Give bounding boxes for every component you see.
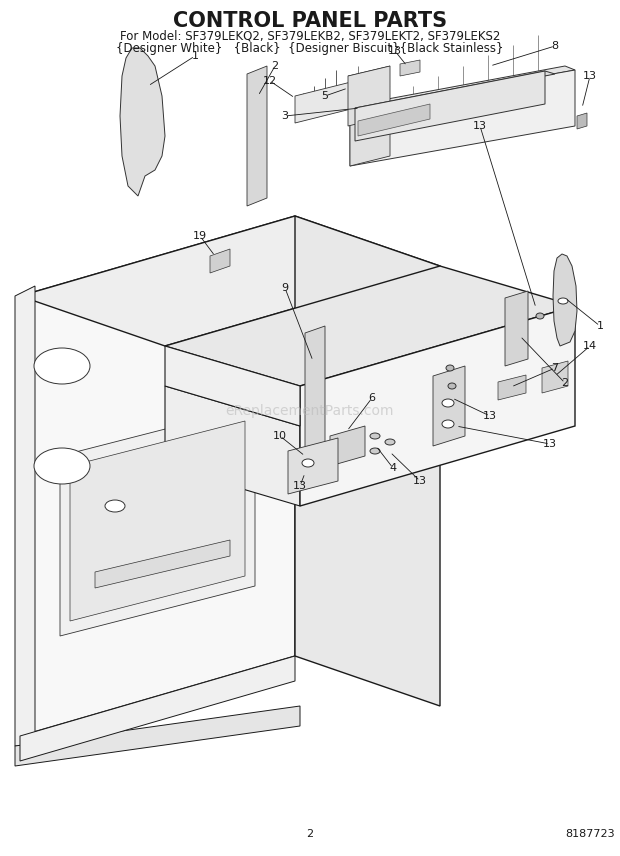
Polygon shape [210, 249, 230, 273]
Polygon shape [247, 66, 267, 206]
Polygon shape [553, 254, 577, 346]
Polygon shape [348, 66, 390, 126]
Ellipse shape [370, 448, 380, 454]
Text: 2: 2 [272, 61, 278, 71]
Polygon shape [165, 266, 575, 386]
Ellipse shape [442, 399, 454, 407]
Text: 13: 13 [483, 411, 497, 421]
Polygon shape [350, 106, 390, 166]
Polygon shape [20, 216, 440, 346]
Polygon shape [295, 81, 355, 123]
Text: 13: 13 [293, 481, 307, 491]
Ellipse shape [302, 459, 314, 467]
Text: 14: 14 [583, 341, 597, 351]
Polygon shape [350, 66, 575, 110]
Polygon shape [20, 216, 295, 736]
Polygon shape [330, 426, 365, 466]
Text: 7: 7 [551, 363, 559, 373]
Polygon shape [20, 656, 295, 761]
Ellipse shape [448, 383, 456, 389]
Ellipse shape [558, 298, 568, 304]
Text: 8187723: 8187723 [565, 829, 615, 839]
Text: For Model: SF379LEKQ2, SF379LEKB2, SF379LEKT2, SF379LEKS2: For Model: SF379LEKQ2, SF379LEKB2, SF379… [120, 29, 500, 43]
Ellipse shape [105, 500, 125, 512]
Ellipse shape [536, 313, 544, 319]
Text: 13: 13 [473, 121, 487, 131]
Text: 2: 2 [306, 829, 314, 839]
Polygon shape [60, 406, 255, 636]
Ellipse shape [442, 420, 454, 428]
Polygon shape [577, 113, 587, 129]
Polygon shape [355, 71, 555, 111]
Ellipse shape [34, 448, 90, 484]
Text: 2: 2 [562, 378, 569, 388]
Polygon shape [433, 366, 465, 446]
Polygon shape [165, 346, 300, 426]
Polygon shape [15, 706, 300, 766]
Polygon shape [542, 361, 568, 393]
Text: 5: 5 [322, 91, 329, 101]
Ellipse shape [446, 365, 454, 371]
Polygon shape [400, 60, 420, 76]
Polygon shape [300, 306, 575, 506]
Polygon shape [70, 421, 245, 621]
Text: 1: 1 [192, 51, 198, 61]
Ellipse shape [34, 348, 90, 384]
Text: 10: 10 [273, 431, 287, 441]
Polygon shape [358, 104, 430, 136]
Text: 1: 1 [596, 321, 603, 331]
Text: 9: 9 [281, 283, 288, 293]
Text: 8: 8 [551, 41, 559, 51]
Text: {Designer White}   {Black}  {Designer Biscuit}{Black Stainless}: {Designer White} {Black} {Designer Biscu… [117, 41, 503, 55]
Polygon shape [165, 386, 300, 506]
Text: 6: 6 [368, 393, 376, 403]
Polygon shape [295, 216, 440, 706]
Polygon shape [498, 375, 526, 400]
Text: eReplacementParts.com: eReplacementParts.com [226, 404, 394, 418]
Text: 4: 4 [389, 463, 397, 473]
Text: 3: 3 [281, 111, 288, 121]
Text: 19: 19 [193, 231, 207, 241]
Text: 12: 12 [263, 76, 277, 86]
Polygon shape [305, 326, 325, 476]
Text: CONTROL PANEL PARTS: CONTROL PANEL PARTS [173, 11, 447, 31]
Polygon shape [288, 438, 338, 494]
Text: 13: 13 [413, 476, 427, 486]
Text: 13: 13 [388, 46, 402, 56]
Ellipse shape [370, 433, 380, 439]
Ellipse shape [385, 439, 395, 445]
Polygon shape [15, 286, 35, 746]
Text: 13: 13 [543, 439, 557, 449]
Polygon shape [120, 48, 165, 196]
Polygon shape [505, 291, 528, 366]
Text: 13: 13 [583, 71, 597, 81]
Polygon shape [355, 71, 545, 141]
Polygon shape [95, 540, 230, 588]
Polygon shape [350, 70, 575, 166]
